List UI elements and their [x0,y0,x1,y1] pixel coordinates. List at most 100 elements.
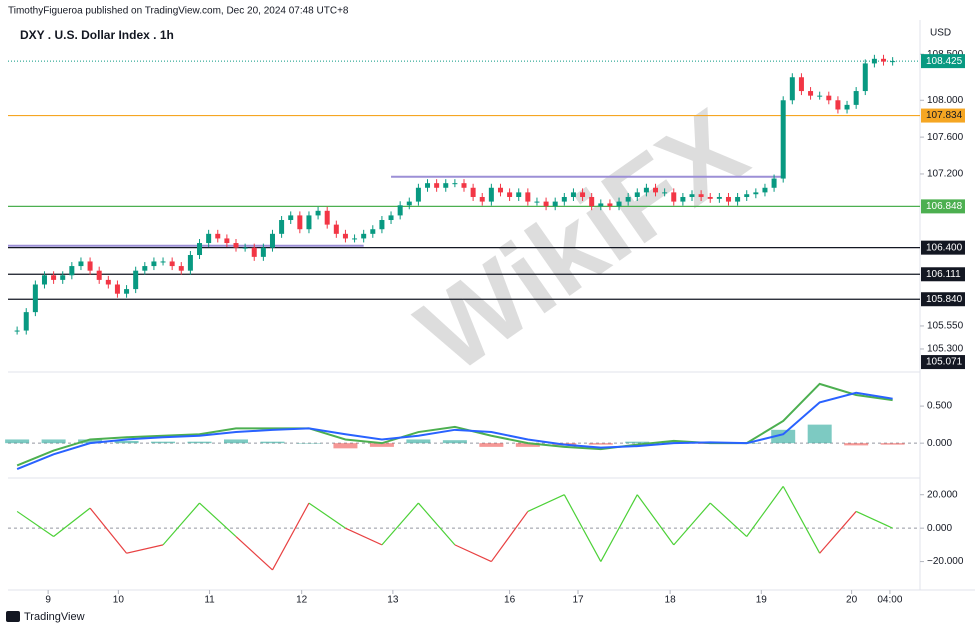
y-tick-label: 20.000 [927,489,958,500]
candle [461,183,467,188]
candle [133,270,139,290]
price-level-label: 105.840 [926,294,963,305]
candle [680,196,686,202]
oscillator-segment [271,502,310,571]
histogram-bar [333,443,358,449]
candle [753,192,759,195]
x-tick-label: 18 [665,595,677,606]
candle [306,215,312,230]
candle [798,77,804,92]
candle [844,104,850,110]
histogram-bar [224,439,248,444]
oscillator-segment [89,507,128,554]
price-level-label: 106.848 [926,201,963,212]
x-tick-label: 11 [204,595,215,606]
candle [881,58,887,62]
candle [488,187,494,202]
candle [580,192,586,197]
candle [716,196,722,199]
oscillator-segment [308,502,346,529]
candle [187,255,193,271]
candle [434,183,440,188]
candle [288,215,294,221]
candle [589,196,595,207]
candle [233,243,239,248]
oscillator-segment [746,486,784,537]
x-tick-label: 12 [296,595,308,606]
candle [808,91,814,96]
price-level-badge [921,267,965,282]
candle [23,312,29,331]
oscillator-segment [345,527,383,546]
histogram-bar [78,439,103,444]
candle [507,192,513,197]
candle [297,215,303,230]
candle [169,261,175,267]
price-marker-label: 105.071 [926,357,963,368]
candle [51,275,57,280]
histogram-bar [406,439,431,444]
candle [224,238,230,244]
oscillator-segment [53,507,91,537]
chart-title: DXY . U.S. Dollar Index . 1h [20,28,174,42]
candle [871,58,877,64]
currency: USD [930,28,951,39]
candle [333,224,339,234]
histogram-bar [151,441,176,444]
price-level-badge [921,108,965,123]
candle [215,233,221,239]
publisher-line: TimothyFigueroa published on TradingView… [8,6,349,17]
macd-line [16,391,893,471]
candle [397,205,403,216]
oscillator-segment [490,511,529,562]
candle [662,192,668,194]
candle [543,201,549,207]
candle [443,183,449,188]
candle [388,215,394,221]
price-level-badge [921,54,965,69]
candle [862,63,868,92]
candle [479,196,485,202]
candle [534,201,540,203]
oscillator-segment [782,486,821,554]
candle [69,266,75,276]
price-level-label: 107.834 [926,110,963,121]
candle [525,192,531,202]
candle [279,220,285,234]
histogram-bar [844,443,869,446]
oscillator-segment [235,536,273,571]
candle [114,284,120,294]
oscillator-segment [454,544,492,563]
candle [96,270,102,280]
x-tick-label: 9 [45,595,51,606]
candle [470,187,476,197]
candle [379,220,385,230]
candle [771,178,777,188]
candle [197,243,203,256]
histogram-bar [479,443,504,447]
candle [516,192,522,197]
candle [643,187,649,193]
candle [689,194,695,197]
candle [425,183,431,188]
histogram-bar [807,424,832,444]
oscillator-segment [162,502,200,546]
histogram-bar [260,441,285,444]
oscillator-segment [636,494,675,546]
oscillator-segment [600,494,638,562]
candle [105,279,111,285]
candle [242,247,248,249]
histogram-bar [880,443,905,445]
histogram-bar [114,440,139,444]
candle [744,194,750,197]
y-tick-label: −20.000 [927,556,964,567]
x-tick-label: 10 [113,595,125,606]
y-tick-label: 0.000 [927,523,952,534]
candle [78,261,84,267]
oscillator-segment [126,544,164,554]
candle [817,95,823,97]
tradingview-logo [6,611,20,622]
candle [352,238,358,240]
candle [725,196,731,202]
